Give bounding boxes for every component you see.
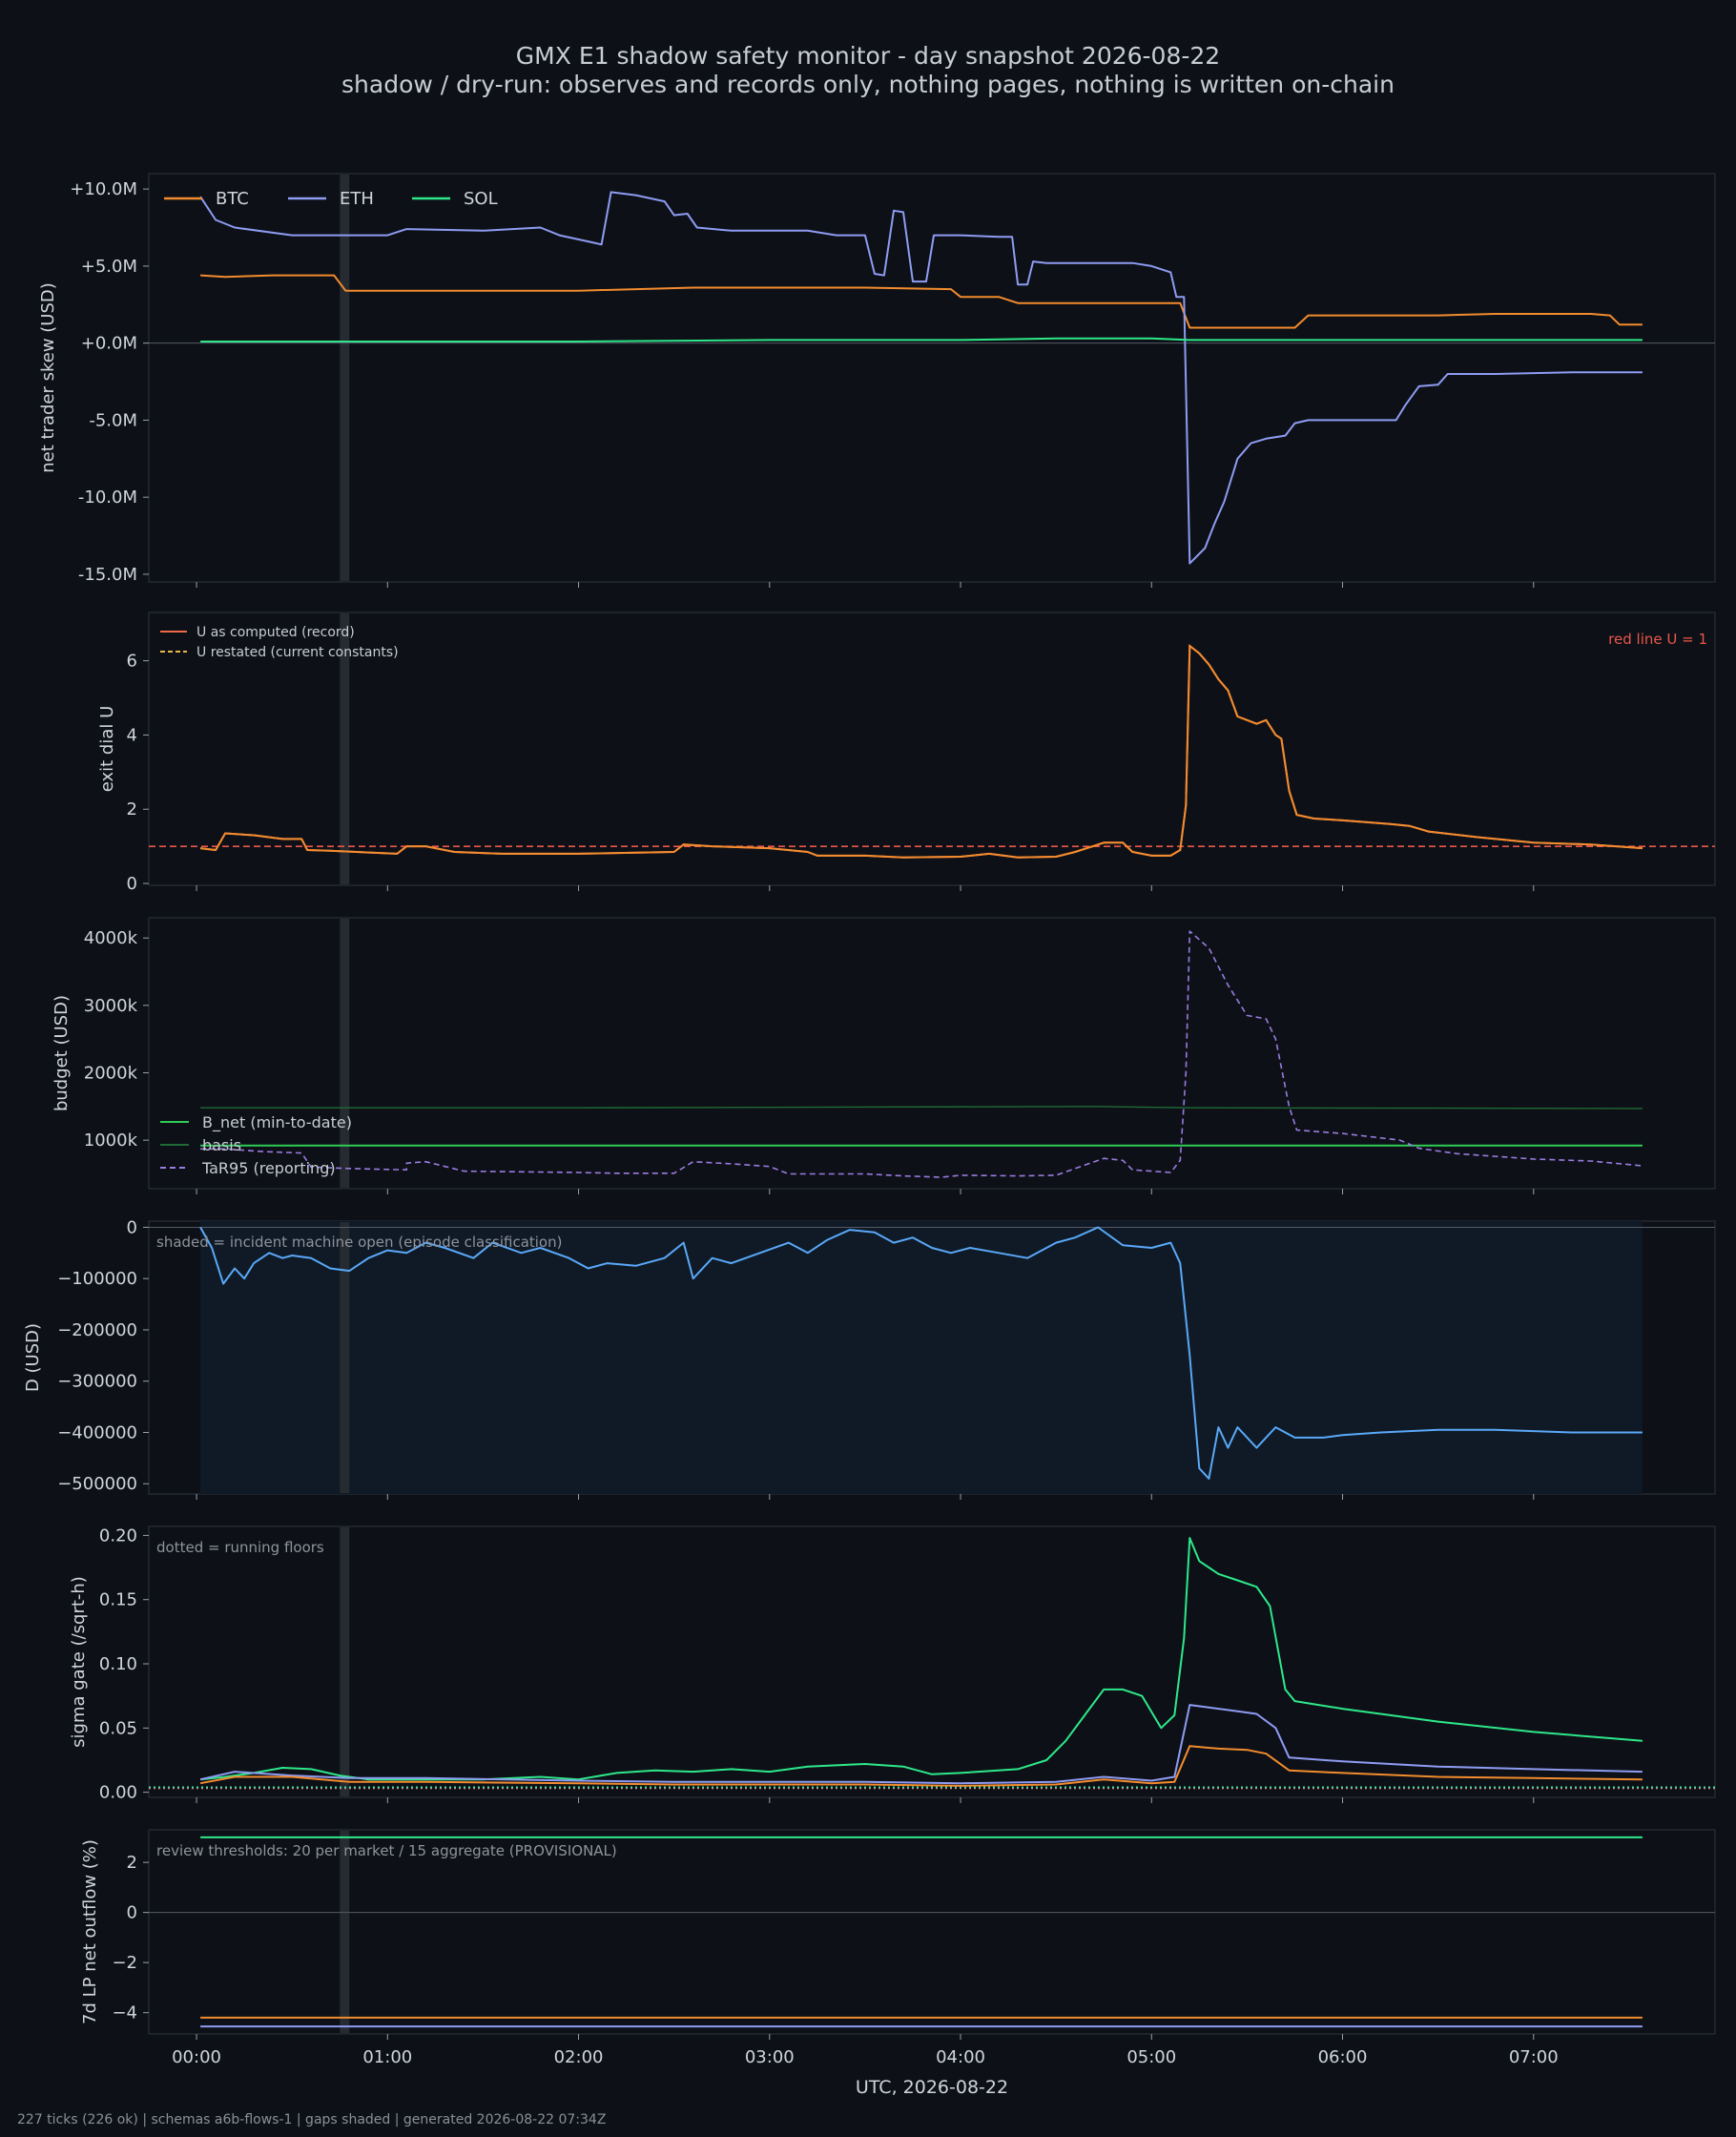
y-tick-label: 6 xyxy=(127,652,137,672)
y-tick-label: −400000 xyxy=(57,1422,137,1442)
y-tick-label: 3000k xyxy=(84,996,138,1016)
gap-shading xyxy=(340,1222,350,1493)
y-tick-label: +5.0M xyxy=(81,257,137,277)
y-tick-label: −200000 xyxy=(57,1320,137,1340)
y-axis-label: net trader skew (USD) xyxy=(38,282,58,473)
y-tick-label: 0.10 xyxy=(99,1654,137,1674)
series-line-eth xyxy=(199,1704,1643,1785)
legend-label-u-restated-current-constants: U restated (current constants) xyxy=(196,645,399,660)
y-tick-label: +0.0M xyxy=(81,334,137,354)
panel-4: 0 −100000 −200000 −300000 −400000 −500000 D (U… xyxy=(23,1217,1716,1500)
legend-label-tar95-reporting: TaR95 (reporting) xyxy=(201,1159,336,1177)
series-line-tar95-reporting xyxy=(200,930,1643,1178)
y-tick-label: 2 xyxy=(127,799,137,820)
y-tick-label: 0.05 xyxy=(99,1718,137,1738)
y-axis-label: exit dial U xyxy=(97,706,117,793)
y-tick-label: −300000 xyxy=(57,1372,137,1392)
series-line-btc xyxy=(200,274,1643,329)
panel-1: +10.0M +5.0M +0.0M -5.0M -10.0M -15.0M net tra… xyxy=(38,173,1716,588)
x-tick-label: 04:00 xyxy=(936,2047,985,2067)
x-tick-label: 00:00 xyxy=(172,2047,221,2067)
incident-shading xyxy=(200,1221,1643,1494)
legend-label-sol: SOL xyxy=(464,189,498,209)
panel-2: 0 2 4 6 exit dial U red line U = 1 U as comput… xyxy=(97,612,1716,894)
x-tick-label: 06:00 xyxy=(1318,2047,1368,2067)
y-tick-label: −4 xyxy=(112,2003,137,2023)
x-tick-label: 07:00 xyxy=(1509,2047,1559,2067)
y-axis-label: sigma gate (/sqrt-h) xyxy=(69,1576,89,1748)
panel-5: 0.00 0.05 0.10 0.15 0.20 sigma gate (/sqrt-h)… xyxy=(69,1525,1716,1803)
gap-shading xyxy=(340,613,350,884)
annotation-red-line: red line U = 1 xyxy=(1608,631,1707,648)
series-line-d xyxy=(199,1226,1643,1480)
y-tick-label: −100000 xyxy=(57,1269,137,1289)
x-tick-label: 03:00 xyxy=(745,2047,795,2067)
gap-shading xyxy=(340,1527,350,1796)
legend-label-btc: BTC xyxy=(216,189,249,209)
series-line-sol xyxy=(199,1537,1643,1781)
x-axis-label: UTC, 2026-08-22 xyxy=(856,2077,1008,2098)
x-tick-label: 05:00 xyxy=(1126,2047,1176,2067)
legend-label-eth: ETH xyxy=(340,189,374,209)
annotation: review thresholds: 20 per market / 15 ag… xyxy=(156,1842,617,1859)
panel-frame xyxy=(148,1525,1716,1798)
y-tick-label: 0.20 xyxy=(99,1525,137,1546)
panel-frame xyxy=(148,612,1716,886)
y-axis-label: D (USD) xyxy=(23,1323,43,1392)
series-line-basis xyxy=(200,1106,1643,1110)
y-tick-label: 4000k xyxy=(84,928,138,948)
series-line-u-record-overlay xyxy=(199,643,1643,859)
y-tick-label: −2 xyxy=(112,1953,137,1973)
y-tick-label: 0 xyxy=(127,874,137,894)
y-axis-label: budget (USD) xyxy=(52,995,72,1111)
annotation: shaded = incident machine open (episode … xyxy=(156,1234,562,1251)
legend-label-b-net-min-to-date: B_net (min-to-date) xyxy=(202,1113,352,1132)
y-tick-label: 4 xyxy=(127,725,137,745)
y-tick-label: -5.0M xyxy=(89,410,137,430)
annotation: dotted = running floors xyxy=(156,1539,324,1556)
x-tick-label: 02:00 xyxy=(554,2047,604,2067)
series-line-btc xyxy=(199,1745,1643,1787)
y-tick-label: 1000k xyxy=(84,1131,138,1151)
panel-frame xyxy=(148,1829,1716,2035)
y-tick-label: +10.0M xyxy=(70,179,137,199)
y-axis-label: 7d LP net outflow (%) xyxy=(80,1839,100,2024)
y-tick-label: -10.0M xyxy=(78,488,137,508)
y-tick-label: 2000k xyxy=(84,1063,138,1083)
y-tick-label: 0.15 xyxy=(99,1590,137,1610)
panel-3: 1000k 2000k 3000k 4000k budget (USD) B_net (m… xyxy=(52,917,1716,1194)
chart-title: GMX E1 shadow safety monitor - day snaps… xyxy=(515,42,1221,70)
series-line-sol xyxy=(200,337,1643,342)
series-line-eth xyxy=(199,191,1643,565)
y-tick-label: 2 xyxy=(127,1853,137,1873)
x-tick-label: 01:00 xyxy=(362,2047,412,2067)
y-tick-label: 0 xyxy=(127,1217,137,1237)
legend-label-u-as-computed-record: U as computed (record) xyxy=(196,625,355,640)
y-tick-label: -15.0M xyxy=(78,565,137,585)
legend-label-basis: basis xyxy=(202,1136,241,1154)
gap-shading xyxy=(340,1831,350,2033)
footer-status: 227 ticks (226 ok) | schemas a6b-flows-1… xyxy=(17,2112,607,2127)
chart-subtitle: shadow / dry-run: observes and records o… xyxy=(341,71,1395,98)
panel-frame xyxy=(148,917,1716,1190)
panel-6: 2 0 −2 −4 00:00 01:00 02:00 03:00 04:00 05:00 06:0… xyxy=(80,1829,1716,2098)
y-tick-label: −500000 xyxy=(57,1474,137,1494)
y-tick-label: 0 xyxy=(127,1903,137,1923)
y-tick-label: 0.00 xyxy=(99,1783,137,1803)
gap-shading xyxy=(340,919,350,1188)
gap-shading xyxy=(340,175,350,581)
